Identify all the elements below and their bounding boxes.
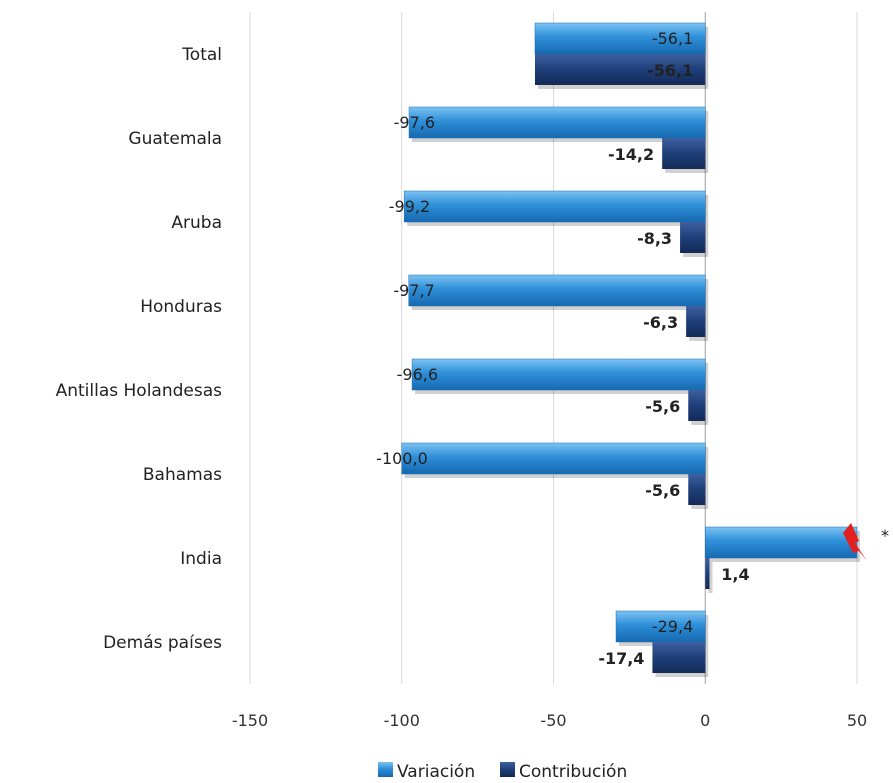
category-label: Guatemala <box>128 129 222 149</box>
bar-contribucion <box>688 474 706 505</box>
bar-contribucion <box>652 642 706 673</box>
legend-label: Variación <box>397 762 475 782</box>
value-label-variacion: -97,6 <box>394 113 435 132</box>
bars <box>401 22 867 677</box>
bar-break-marker <box>843 523 867 561</box>
x-tick-label: 50 <box>847 711 867 730</box>
bar-variacion <box>615 610 706 643</box>
bar-variacion <box>403 190 706 223</box>
bar-contribucion <box>686 306 706 337</box>
value-label-variacion: -100,0 <box>376 449 428 468</box>
category-label: India <box>180 549 222 569</box>
category-label: Aruba <box>171 213 222 233</box>
category-label: Honduras <box>140 297 222 317</box>
value-label-contribucion: -5,6 <box>645 397 680 416</box>
bar-variacion <box>411 358 706 391</box>
bar-variacion <box>534 22 706 55</box>
category-label: Total <box>181 45 222 65</box>
bar-variacion <box>705 526 858 559</box>
category-label: Antillas Holandesas <box>56 381 223 401</box>
bar-variacion <box>401 442 706 475</box>
value-label-variacion: -96,6 <box>397 365 438 384</box>
labels: -150 -100 -50 0 50 Total -56,1 -56,1 Guatemala -9… <box>56 29 889 730</box>
bar-variacion <box>408 274 706 307</box>
x-tick-label: -50 <box>540 711 566 730</box>
x-tick-label: 0 <box>700 711 710 730</box>
x-tick-label: -150 <box>232 711 268 730</box>
value-label-contribucion: -8,3 <box>637 229 672 248</box>
bar-contribucion <box>680 222 706 253</box>
legend: Variación Contribución <box>378 762 627 782</box>
x-tick-label: -100 <box>384 711 420 730</box>
value-label-contribucion: -17,4 <box>598 649 644 668</box>
value-label-contribucion: -5,6 <box>645 481 680 500</box>
category-label: Demás países <box>103 633 222 653</box>
value-label-contribucion: -6,3 <box>643 313 678 332</box>
value-label-variacion: -29,4 <box>652 617 693 636</box>
bar-shadow <box>708 562 713 593</box>
value-label-contribucion: -14,2 <box>608 145 654 164</box>
category-label: Bahamas <box>143 465 222 485</box>
bar-contribucion <box>662 138 706 169</box>
legend-label: Contribución <box>519 762 627 782</box>
bar-contribucion <box>534 54 706 85</box>
bar-contribucion <box>688 390 706 421</box>
value-label-variacion: -99,2 <box>389 197 430 216</box>
value-label-contribucion: 1,4 <box>721 565 749 584</box>
bar-contribucion <box>705 558 710 589</box>
value-label-contribucion: -56,1 <box>647 61 693 80</box>
legend-swatch <box>378 762 393 777</box>
value-label-variacion: -56,1 <box>652 29 693 48</box>
bar-variacion <box>408 106 706 139</box>
legend-swatch <box>500 762 515 777</box>
value-label-variacion: -97,7 <box>393 281 434 300</box>
truncated-marker-asterisk: * <box>881 526 889 545</box>
